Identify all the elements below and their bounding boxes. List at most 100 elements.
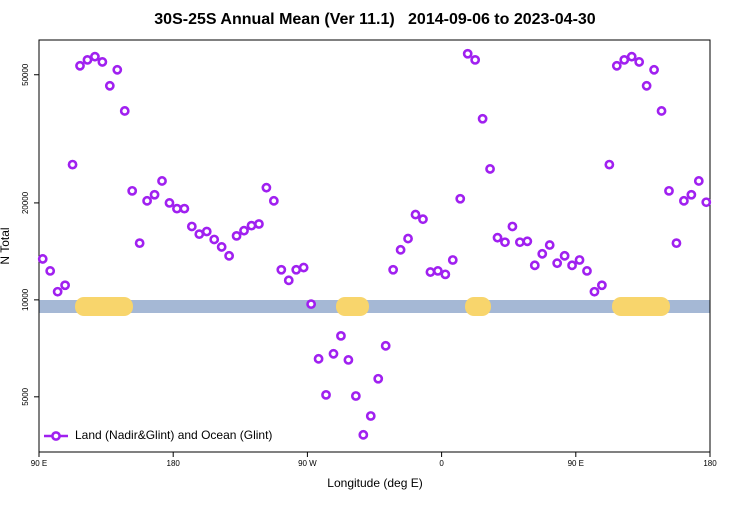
data-point <box>380 340 391 351</box>
x-tick-label: 0 <box>439 459 444 468</box>
data-point <box>514 237 525 248</box>
data-point <box>90 51 100 62</box>
data-point <box>60 280 70 291</box>
data-point <box>552 258 563 269</box>
data-point <box>194 229 205 240</box>
data-point <box>485 164 495 174</box>
data-point <box>224 250 235 261</box>
data-point <box>425 267 436 277</box>
x-tick-label: 180 <box>167 459 181 468</box>
data-point <box>246 220 257 231</box>
chart-title: 30S-25S Annual Mean (Ver 11.1) 2014-09-0… <box>154 11 596 28</box>
data-point <box>343 355 354 365</box>
y-tick-label: 10000 <box>21 288 30 311</box>
x-tick-label: 180 <box>703 459 717 468</box>
data-point <box>172 203 182 214</box>
land-segment <box>612 297 670 316</box>
data-point <box>37 254 48 264</box>
data-point <box>306 299 317 310</box>
data-point <box>559 250 570 261</box>
data-point <box>291 264 302 275</box>
data-point <box>254 219 264 229</box>
data-point <box>298 262 309 273</box>
data-point <box>693 176 704 186</box>
data-point <box>418 214 428 225</box>
data-point <box>276 264 287 275</box>
data-point <box>67 159 78 170</box>
data-point <box>596 280 607 291</box>
data-point <box>157 176 167 186</box>
x-tick-label: 90 E <box>31 459 47 468</box>
data-point <box>216 242 227 252</box>
data-point <box>649 64 659 75</box>
land-segment <box>465 297 491 316</box>
data-point <box>97 57 108 67</box>
data-point <box>544 240 555 250</box>
data-point <box>313 353 324 364</box>
data-point <box>679 195 689 206</box>
data-point <box>209 234 220 245</box>
data-point <box>522 236 533 247</box>
data-point <box>641 80 652 91</box>
data-point <box>686 189 697 200</box>
data-point <box>507 221 518 232</box>
legend-marker <box>51 431 61 441</box>
data-point <box>582 266 592 276</box>
data-point <box>75 60 85 71</box>
data-point <box>455 193 466 204</box>
y-tick-label: 50000 <box>21 63 30 86</box>
surface-band <box>39 300 710 313</box>
data-point <box>112 64 123 75</box>
data-point <box>142 195 153 206</box>
x-tick-label: 90 E <box>568 459 584 468</box>
data-point <box>500 237 510 248</box>
y-axis-label: N Total <box>0 227 12 264</box>
y-tick-label: 20000 <box>21 191 30 214</box>
data-point <box>283 275 294 286</box>
data-point <box>432 266 443 276</box>
x-tick-label: 90 W <box>298 459 317 468</box>
data-point <box>492 232 503 243</box>
y-tick-label: 5000 <box>21 387 30 405</box>
data-point <box>589 286 600 297</box>
data-point <box>336 330 346 341</box>
data-point <box>574 255 585 265</box>
data-point <box>127 185 138 196</box>
land-segment <box>336 297 369 316</box>
data-point <box>164 198 175 208</box>
data-point <box>321 389 331 400</box>
data-point <box>388 264 399 275</box>
data-point <box>104 80 115 91</box>
data-point <box>634 57 645 67</box>
data-point <box>440 269 451 280</box>
data-point <box>52 286 63 297</box>
data-point <box>82 54 93 65</box>
data-point <box>567 260 577 271</box>
data-point <box>537 248 548 259</box>
x-axis-label: Longitude (deg E) <box>327 476 422 490</box>
data-point <box>656 106 667 116</box>
land-segment <box>75 297 133 316</box>
data-point <box>261 182 272 193</box>
legend-label: Land (Nadir&Glint) and Ocean (Glint) <box>75 428 272 442</box>
data-point <box>358 429 369 440</box>
data-point <box>626 51 637 62</box>
data-point <box>268 195 279 206</box>
data-point <box>619 54 630 65</box>
data-point <box>410 209 421 220</box>
data-point <box>477 113 488 124</box>
data-point <box>231 230 242 241</box>
data-point <box>201 226 212 237</box>
data-point <box>179 203 190 214</box>
data-point <box>45 266 56 276</box>
data-point <box>604 159 615 170</box>
data-point <box>611 60 622 71</box>
data-point <box>119 106 130 116</box>
data-point <box>149 189 160 200</box>
data-point <box>664 185 674 196</box>
data-point <box>395 244 406 255</box>
data-point <box>365 411 376 421</box>
data-point <box>529 260 540 271</box>
